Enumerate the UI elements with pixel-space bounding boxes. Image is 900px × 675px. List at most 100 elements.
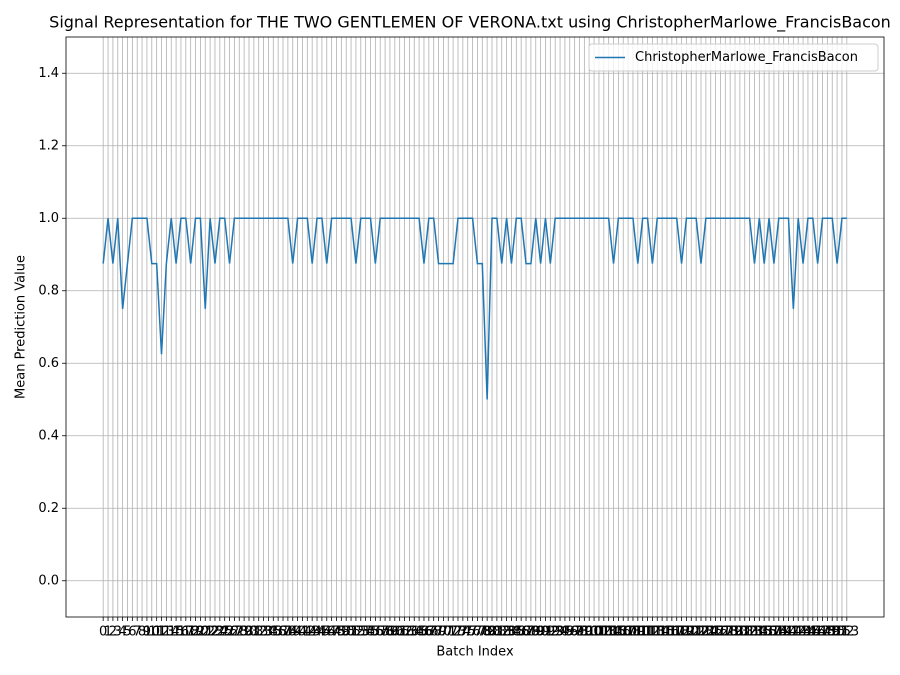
x-tick-label: 117 [659, 625, 684, 640]
x-tick-label: 68 [425, 625, 442, 640]
x-tick-label: 58 [377, 625, 394, 640]
x-tick-label: 84 [503, 625, 520, 640]
x-tick-label: 140 [771, 625, 796, 640]
x-tick-label: 102 [587, 625, 612, 640]
x-tick-label: 116 [655, 625, 680, 640]
x-tick-label: 21 [197, 625, 214, 640]
x-tick-label: 28 [231, 625, 248, 640]
x-tick-label: 141 [776, 625, 801, 640]
x-tick-label: 130 [723, 625, 748, 640]
x-tick-label: 142 [781, 625, 806, 640]
x-tick-label: 22 [202, 625, 219, 640]
x-tick-label: 153 [834, 625, 859, 640]
x-tick-label: 146 [800, 625, 825, 640]
x-tick-label: 5 [123, 625, 131, 640]
x-tick-label: 82 [493, 625, 510, 640]
x-tick-label: 16 [173, 625, 190, 640]
x-tick-label: 60 [387, 625, 404, 640]
x-tick-label: 106 [606, 625, 631, 640]
x-tick-label: 71 [440, 625, 457, 640]
x-tick-label: 118 [664, 625, 689, 640]
x-tick-label: 9 [143, 625, 151, 640]
x-tick-label: 92 [542, 625, 559, 640]
x-tick-label: 108 [616, 625, 641, 640]
x-tick-label: 134 [742, 625, 767, 640]
x-tick-label: 57 [372, 625, 389, 640]
y-tick-label: 0.4 [38, 428, 59, 443]
x-tick-label: 81 [489, 625, 506, 640]
x-tick-label: 97 [566, 625, 583, 640]
x-tick-label: 8 [138, 625, 146, 640]
x-tick-label: 103 [591, 625, 616, 640]
x-tick-label: 64 [406, 625, 423, 640]
x-tick-label: 139 [766, 625, 791, 640]
x-tick-label: 131 [727, 625, 752, 640]
x-tick-label: 63 [401, 625, 418, 640]
x-tick-label: 80 [484, 625, 501, 640]
x-tick-label: 10 [144, 625, 161, 640]
x-tick-label: 59 [382, 625, 399, 640]
x-tick-label: 51 [343, 625, 360, 640]
x-tick-label: 79 [479, 625, 496, 640]
x-axis-label: Batch Index [436, 645, 514, 660]
x-tick-label: 0 [99, 625, 107, 640]
x-tick-label: 124 [693, 625, 718, 640]
x-tick-label: 4 [118, 625, 126, 640]
x-tick-label: 25 [216, 625, 233, 640]
x-tick-label: 122 [684, 625, 709, 640]
x-tick-label: 148 [810, 625, 835, 640]
x-tick-label: 39 [284, 625, 301, 640]
x-tick-label: 113 [640, 625, 665, 640]
x-tick-label: 29 [236, 625, 253, 640]
x-tick-label: 138 [761, 625, 786, 640]
x-tick-label: 91 [537, 625, 554, 640]
x-tick-label: 78 [474, 625, 491, 640]
x-tick-label: 77 [469, 625, 486, 640]
x-tick-label: 112 [635, 625, 660, 640]
x-tick-label: 26 [221, 625, 238, 640]
x-tick-label: 66 [416, 625, 433, 640]
x-tick-label: 37 [275, 625, 292, 640]
x-tick-label: 87 [518, 625, 535, 640]
x-tick-label: 127 [708, 625, 733, 640]
x-tick-label: 136 [752, 625, 777, 640]
chart-title: Signal Representation for THE TWO GENTLE… [49, 13, 891, 33]
x-tick-label: 46 [318, 625, 335, 640]
x-tick-label: 100 [577, 625, 602, 640]
x-tick-label: 1 [104, 625, 112, 640]
y-tick-label: 1.2 [38, 138, 59, 153]
x-tick-label: 67 [421, 625, 438, 640]
x-tick-label: 101 [582, 625, 607, 640]
x-tick-label: 44 [309, 625, 326, 640]
x-tick-label: 40 [289, 625, 306, 640]
x-tick-label: 129 [718, 625, 743, 640]
x-tick-label: 7 [133, 625, 141, 640]
y-tick-label: 0.6 [38, 356, 59, 371]
x-tick-label: 53 [353, 625, 370, 640]
x-tick-label: 85 [508, 625, 525, 640]
x-tick-label: 147 [805, 625, 830, 640]
x-tick-label: 6 [128, 625, 136, 640]
x-tick-label: 132 [732, 625, 757, 640]
y-tick-label: 0.8 [38, 283, 59, 298]
x-tick-label: 149 [815, 625, 840, 640]
y-axis-label: Mean Prediction Value [14, 255, 29, 399]
legend-label: ChristopherMarlowe_FrancisBacon [635, 50, 858, 65]
x-tick-label: 115 [650, 625, 675, 640]
x-tick-label: 31 [246, 625, 263, 640]
x-tick-label: 2 [109, 625, 117, 640]
x-tick-label: 35 [265, 625, 282, 640]
x-tick-label: 20 [192, 625, 209, 640]
x-tick-label: 45 [314, 625, 331, 640]
x-tick-label: 70 [435, 625, 452, 640]
x-tick-label: 126 [703, 625, 728, 640]
x-tick-label: 143 [786, 625, 811, 640]
x-tick-label: 105 [601, 625, 626, 640]
x-tick-label: 96 [562, 625, 579, 640]
x-tick-label: 94 [552, 625, 569, 640]
x-tick-label: 61 [391, 625, 408, 640]
data-line [102, 217, 847, 400]
x-tick-label: 72 [445, 625, 462, 640]
x-tick-label: 38 [280, 625, 297, 640]
x-tick-label: 34 [260, 625, 277, 640]
